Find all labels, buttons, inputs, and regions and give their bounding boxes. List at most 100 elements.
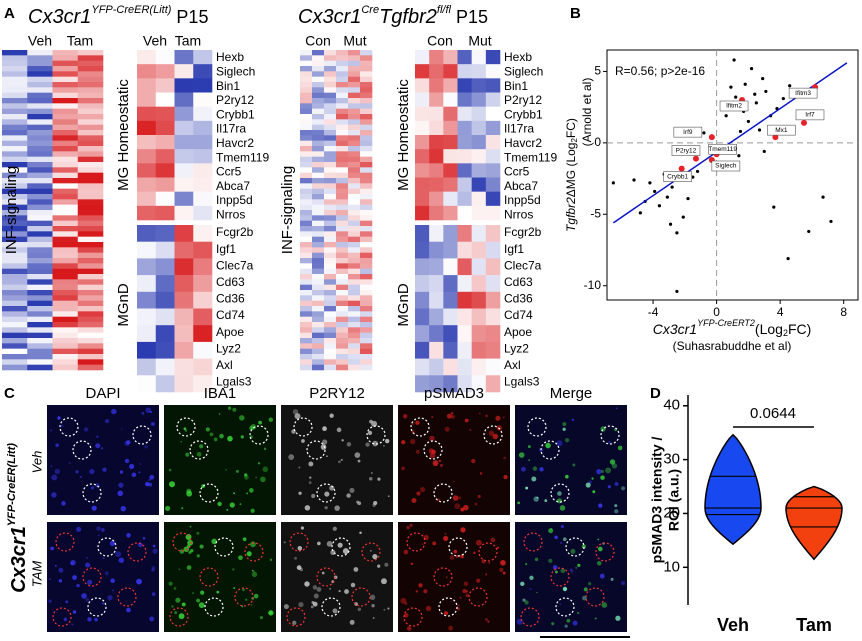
- heatmap-cell: [77, 295, 104, 301]
- heatmap-cell: [471, 177, 487, 192]
- heatmap-cell: [336, 274, 349, 280]
- cell-signal: [357, 607, 362, 612]
- y-tick-label: -5: [590, 206, 601, 220]
- cell-signal: [48, 599, 52, 603]
- heatmap-cell: [137, 78, 157, 93]
- cell-signal: [354, 452, 361, 458]
- heatmap-cell: [174, 225, 194, 242]
- point-label: Irf7: [805, 112, 815, 119]
- heatmap-cell: [52, 151, 79, 157]
- roi-circle: [306, 440, 326, 460]
- cell-signal: [304, 581, 310, 587]
- cell-signal: [415, 449, 420, 454]
- gene-point: [788, 84, 792, 88]
- cell-signal: [409, 523, 413, 527]
- heatmap-cell: [77, 364, 104, 371]
- gene-point: [761, 76, 765, 81]
- heatmap-cell: [312, 188, 325, 195]
- gene-point: [757, 128, 762, 132]
- cell-signal: [268, 417, 273, 422]
- cell-signal: [51, 492, 57, 498]
- cell-signal: [232, 568, 235, 571]
- cell-signal: [534, 557, 539, 562]
- gene-point: [829, 219, 833, 224]
- heatmap-cell: [443, 258, 458, 276]
- cell-signal: [596, 468, 602, 475]
- heatmap-cell: [415, 308, 430, 326]
- cell-signal: [253, 593, 259, 599]
- cell-signal: [357, 459, 361, 463]
- cell-signal: [173, 587, 177, 590]
- roi-circle: [204, 597, 224, 617]
- roi-circle: [483, 425, 503, 445]
- heatmap-cell: [2, 130, 28, 136]
- heatmap-cell: [324, 178, 337, 184]
- heatmap-cell: [137, 149, 157, 164]
- cell-signal: [453, 549, 458, 554]
- cell-signal: [460, 554, 465, 559]
- cell-signal: [443, 611, 449, 616]
- roi-circle: [351, 587, 371, 607]
- cell-signal: [614, 504, 618, 508]
- cell-signal: [218, 412, 221, 415]
- heatmap-cell: [300, 87, 313, 93]
- roi-circle: [406, 532, 426, 552]
- cell-signal: [439, 463, 444, 468]
- gene-label: Igf1: [504, 242, 524, 256]
- gene-label: Inpp5d: [504, 193, 541, 207]
- cell-signal: [61, 501, 66, 506]
- point-label: Ifitm3: [795, 90, 811, 97]
- heatmap-cell: [27, 124, 53, 131]
- heatmap-cell: [348, 300, 361, 307]
- cell-signal: [337, 542, 343, 548]
- gene-point: [686, 196, 690, 201]
- cell-signal: [404, 602, 408, 605]
- heatmap-cell: [336, 215, 349, 221]
- heatmap-cell: [193, 135, 213, 150]
- heatmap-cell: [52, 178, 79, 184]
- heatmap-cell: [312, 204, 325, 211]
- heatmap-cell: [471, 308, 487, 326]
- heatmap-cell: [312, 151, 325, 157]
- heatmap-cell: [324, 194, 337, 200]
- heatmap-cell: [348, 114, 361, 120]
- heatmap-cell: [300, 354, 313, 360]
- cell-signal: [299, 567, 304, 572]
- gene-label: Fcgr2b: [504, 225, 542, 239]
- heatmap-cell: [312, 114, 325, 120]
- heatmap-cell: [360, 300, 373, 307]
- cell-signal: [209, 432, 214, 437]
- heatmap-cell: [300, 82, 313, 88]
- cell-signal: [95, 443, 101, 449]
- cell-signal: [448, 625, 454, 631]
- heatmap-cell: [415, 205, 430, 221]
- heatmap-cell: [300, 322, 313, 328]
- heatmap-cell: [155, 64, 175, 79]
- roi-circle: [199, 567, 219, 587]
- heatmap-cell: [485, 177, 501, 192]
- x-tick-label: 8: [840, 305, 847, 319]
- cell-signal: [125, 440, 131, 445]
- cell-signal: [178, 568, 181, 571]
- roi-circle: [316, 483, 336, 503]
- cell-signal: [502, 416, 505, 419]
- heatmap-cell: [52, 98, 79, 104]
- heatmap-cell: [77, 300, 104, 307]
- cell-signal: [185, 452, 190, 457]
- heatmap-cell: [324, 295, 337, 301]
- micrograph: [164, 405, 276, 515]
- x-axis-source: (Suhasrabuddhe et al): [673, 339, 792, 353]
- cell-signal: [384, 562, 389, 567]
- gene-label: Siglech: [504, 64, 543, 78]
- heatmap-cell: [27, 183, 53, 189]
- cell-signal: [196, 531, 200, 535]
- heatmap-cell: [52, 268, 79, 275]
- heatmap-cell: [360, 92, 373, 99]
- cell-signal: [485, 414, 488, 418]
- heatmap-cell: [324, 183, 337, 189]
- heatmap-cell: [324, 50, 337, 56]
- unit-sub: 2: [783, 328, 788, 338]
- heatmap-cell: [348, 76, 361, 83]
- heatmap-cell: [312, 311, 325, 317]
- highlight-point: [708, 134, 715, 141]
